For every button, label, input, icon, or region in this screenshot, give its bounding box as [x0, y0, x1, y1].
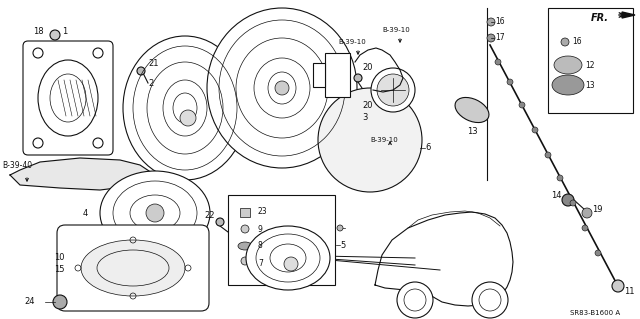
Circle shape: [377, 74, 409, 106]
Ellipse shape: [123, 36, 247, 180]
Text: 17: 17: [495, 33, 504, 42]
Ellipse shape: [207, 8, 357, 168]
Circle shape: [241, 257, 249, 265]
Circle shape: [561, 38, 569, 46]
Text: 23: 23: [258, 207, 268, 217]
Text: 9: 9: [258, 225, 263, 234]
Polygon shape: [375, 212, 513, 306]
Text: 8: 8: [258, 241, 263, 250]
Text: 21: 21: [148, 58, 159, 68]
Circle shape: [595, 250, 601, 256]
Ellipse shape: [246, 226, 330, 290]
Circle shape: [582, 208, 592, 218]
Circle shape: [487, 34, 495, 42]
Circle shape: [284, 257, 298, 271]
Circle shape: [495, 59, 501, 65]
Text: 1: 1: [62, 27, 67, 36]
Text: FR.: FR.: [591, 13, 609, 23]
Circle shape: [354, 74, 362, 82]
Text: 3: 3: [362, 114, 367, 122]
Ellipse shape: [100, 171, 210, 255]
Ellipse shape: [81, 240, 185, 296]
Circle shape: [562, 194, 574, 206]
Text: 11: 11: [624, 287, 634, 296]
Circle shape: [612, 280, 624, 292]
Text: 24: 24: [24, 298, 35, 307]
Text: 20: 20: [362, 63, 372, 72]
Text: 4: 4: [83, 209, 88, 218]
Circle shape: [50, 30, 60, 40]
Circle shape: [519, 102, 525, 108]
Text: B-39-10: B-39-10: [370, 137, 397, 143]
Polygon shape: [10, 158, 155, 190]
Circle shape: [404, 289, 426, 311]
Circle shape: [241, 225, 249, 233]
Text: 6: 6: [425, 144, 430, 152]
Circle shape: [337, 225, 343, 231]
Bar: [325, 53, 350, 97]
FancyBboxPatch shape: [57, 225, 209, 311]
Ellipse shape: [238, 242, 252, 250]
Circle shape: [146, 204, 164, 222]
Circle shape: [371, 68, 415, 112]
Text: 15: 15: [54, 265, 65, 275]
Ellipse shape: [455, 98, 489, 122]
Bar: [313, 63, 325, 87]
Text: 13: 13: [467, 128, 477, 137]
Circle shape: [507, 79, 513, 85]
Text: 5: 5: [340, 241, 345, 249]
Text: B-39-40: B-39-40: [2, 160, 32, 169]
Text: 16: 16: [495, 18, 504, 26]
Circle shape: [397, 282, 433, 318]
Circle shape: [532, 127, 538, 133]
Circle shape: [137, 67, 145, 75]
Text: 12: 12: [585, 61, 595, 70]
Text: 16: 16: [572, 38, 582, 47]
Text: 13: 13: [585, 80, 595, 90]
Circle shape: [216, 218, 224, 226]
Circle shape: [275, 81, 289, 95]
Text: SR83-B1600 A: SR83-B1600 A: [570, 310, 620, 316]
Ellipse shape: [552, 75, 584, 95]
Circle shape: [570, 200, 576, 206]
Circle shape: [557, 175, 563, 181]
Text: 14: 14: [552, 190, 562, 199]
Text: 22: 22: [205, 211, 215, 219]
Circle shape: [318, 88, 422, 192]
Circle shape: [545, 152, 551, 158]
Text: 20: 20: [362, 100, 372, 109]
Ellipse shape: [554, 56, 582, 74]
Text: B-39-10: B-39-10: [338, 39, 365, 45]
FancyBboxPatch shape: [23, 41, 113, 155]
Text: B-39-10: B-39-10: [382, 27, 410, 33]
Circle shape: [472, 282, 508, 318]
Text: 2: 2: [148, 78, 153, 87]
Bar: [228, 195, 335, 285]
Polygon shape: [622, 12, 635, 18]
Text: 19: 19: [592, 205, 602, 214]
Circle shape: [487, 18, 495, 26]
Text: 18: 18: [33, 27, 44, 36]
Text: 7: 7: [258, 258, 263, 268]
Bar: [548, 8, 633, 113]
Text: 10: 10: [54, 254, 65, 263]
Circle shape: [582, 225, 588, 231]
Circle shape: [479, 289, 501, 311]
Circle shape: [53, 295, 67, 309]
Bar: [240, 208, 250, 217]
Circle shape: [180, 110, 196, 126]
